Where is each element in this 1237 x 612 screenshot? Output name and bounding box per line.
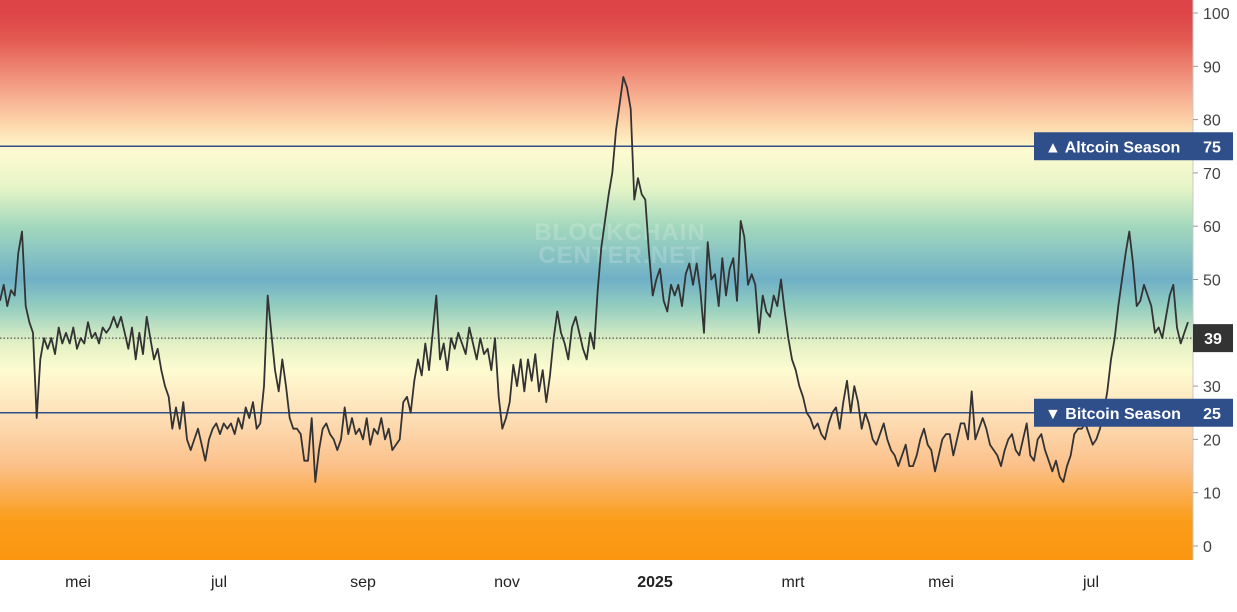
watermark-line-2: CENTER.NET [538, 242, 701, 269]
x-tick-label: jul [1082, 574, 1099, 591]
plot-background [0, 0, 1193, 560]
y-tick-label: 60 [1203, 219, 1221, 236]
y-axis-background [1193, 0, 1237, 560]
reference-badge [1034, 132, 1233, 161]
y-tick-label: 80 [1203, 113, 1221, 130]
y-tick-label: 100 [1203, 6, 1230, 23]
y-tick-label: 10 [1203, 486, 1221, 503]
axis-badges: ▲ Altcoin Season 75 ▼ Bitcoin Season 25 39 [1034, 132, 1233, 427]
x-tick-label: mei [65, 574, 91, 591]
series-line [0, 76, 1189, 483]
current-value-badge [1193, 324, 1233, 353]
y-tick-label: 90 [1203, 59, 1221, 76]
x-tick-label: 2025 [637, 574, 673, 591]
y-tick-label: 50 [1203, 273, 1221, 290]
x-tick-label: nov [494, 574, 520, 591]
reference-label: ▼ Bitcoin Season [1045, 406, 1181, 423]
current-value-label: 39 [1204, 331, 1222, 348]
reference-badge [1034, 398, 1233, 427]
series-group [0, 76, 1189, 483]
watermark-line-1: BLOCKCHAIN [534, 219, 705, 246]
reference-value: 75 [1203, 139, 1221, 156]
reference-lines [0, 145, 1193, 414]
x-tick-label: jul [210, 574, 227, 591]
x-axis-background [0, 560, 1237, 612]
x-axis-ticks: mei jul sep nov 2025 mrt mei jul [65, 574, 1099, 591]
watermark: BLOCKCHAIN CENTER.NET [534, 219, 705, 269]
x-tick-label: mrt [781, 574, 805, 591]
y-tick-label: 20 [1203, 432, 1221, 449]
reference-label: ▲ Altcoin Season [1045, 139, 1180, 156]
x-tick-label: sep [350, 574, 376, 591]
y-tick-label: 30 [1203, 379, 1221, 396]
reference-value: 25 [1203, 406, 1221, 423]
y-tick-label: 0 [1203, 539, 1212, 556]
y-tick-label: 70 [1203, 166, 1221, 183]
x-tick-label: mei [928, 574, 954, 591]
